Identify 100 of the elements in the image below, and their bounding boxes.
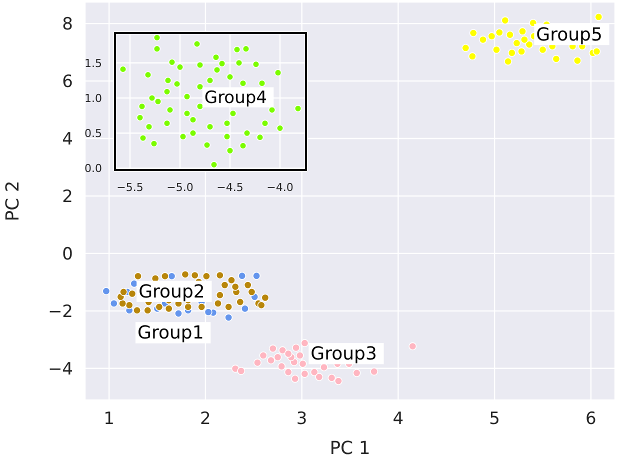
point	[216, 291, 224, 300]
point	[300, 370, 309, 378]
point	[133, 306, 142, 314]
point	[184, 302, 192, 311]
point	[495, 28, 504, 36]
x-tick-label: −4.5	[216, 180, 244, 194]
point	[266, 356, 275, 364]
point	[274, 353, 282, 362]
point	[274, 69, 282, 76]
point	[154, 98, 162, 106]
point	[261, 294, 270, 302]
y-tick-label: 0.5	[84, 126, 102, 140]
point	[256, 134, 264, 141]
point	[168, 58, 176, 66]
point	[139, 134, 147, 142]
point	[150, 140, 158, 148]
point	[164, 76, 172, 84]
point	[163, 88, 171, 96]
point	[252, 60, 260, 68]
point	[512, 39, 521, 48]
point	[253, 358, 262, 367]
point	[239, 142, 247, 150]
point	[462, 44, 470, 52]
y-tick-label: 1.5	[84, 56, 102, 70]
point	[573, 56, 582, 65]
point	[243, 129, 251, 137]
point	[226, 147, 234, 154]
point	[134, 272, 142, 280]
point	[183, 92, 191, 100]
point	[239, 80, 247, 87]
point	[248, 288, 256, 296]
y-tick-label: 1.0	[84, 92, 102, 105]
point	[235, 59, 243, 66]
point	[102, 287, 110, 296]
series-label: Group5	[536, 24, 602, 46]
point	[160, 272, 169, 280]
series-label: Group2	[138, 281, 205, 302]
point	[268, 344, 277, 353]
point	[520, 36, 528, 44]
point	[173, 80, 181, 88]
x-tick-label: 4	[392, 409, 404, 430]
point	[181, 270, 190, 278]
point	[138, 102, 146, 110]
point	[236, 298, 244, 306]
point	[174, 310, 182, 318]
point	[370, 368, 378, 376]
point	[145, 123, 153, 130]
point	[183, 110, 191, 118]
series-label: Group4	[204, 88, 267, 108]
point	[164, 304, 173, 313]
point	[206, 76, 214, 84]
point	[125, 301, 134, 310]
point	[119, 66, 127, 73]
point	[202, 272, 210, 280]
y-tick-label: −2	[48, 302, 73, 322]
point	[189, 129, 197, 137]
point	[198, 302, 206, 311]
point	[276, 124, 284, 132]
point	[518, 27, 526, 36]
point	[292, 344, 300, 352]
point	[242, 45, 250, 52]
point	[594, 12, 603, 21]
y-tick-label: 0	[62, 244, 73, 264]
y-axis-title: PC 2	[2, 180, 24, 222]
point	[190, 271, 199, 280]
point	[261, 120, 269, 127]
point	[216, 271, 224, 280]
point	[206, 123, 214, 130]
point	[144, 306, 152, 314]
point	[278, 362, 286, 370]
point	[179, 133, 187, 140]
point	[538, 46, 547, 54]
x-tick-label: 3	[296, 409, 308, 430]
point	[294, 104, 302, 112]
series-label: Group1	[138, 322, 204, 344]
point	[136, 114, 144, 122]
point	[592, 47, 601, 56]
x-tick-label: 2	[200, 409, 211, 430]
point	[224, 314, 233, 322]
point	[298, 360, 307, 368]
point	[176, 64, 184, 71]
point	[128, 290, 136, 298]
point	[148, 94, 156, 102]
point	[229, 110, 237, 118]
point	[237, 366, 246, 375]
point	[196, 61, 204, 69]
y-tick-label: 8	[62, 14, 73, 35]
point	[468, 52, 476, 60]
point	[227, 276, 236, 284]
point	[196, 83, 204, 90]
point	[166, 106, 174, 114]
point	[224, 302, 233, 311]
point	[525, 40, 534, 49]
point	[210, 161, 218, 168]
point	[320, 363, 328, 372]
point	[231, 282, 240, 291]
y-tick-label: 4	[62, 130, 73, 150]
x-tick-label: −4.0	[266, 180, 294, 194]
point	[478, 36, 487, 44]
point	[110, 299, 118, 308]
